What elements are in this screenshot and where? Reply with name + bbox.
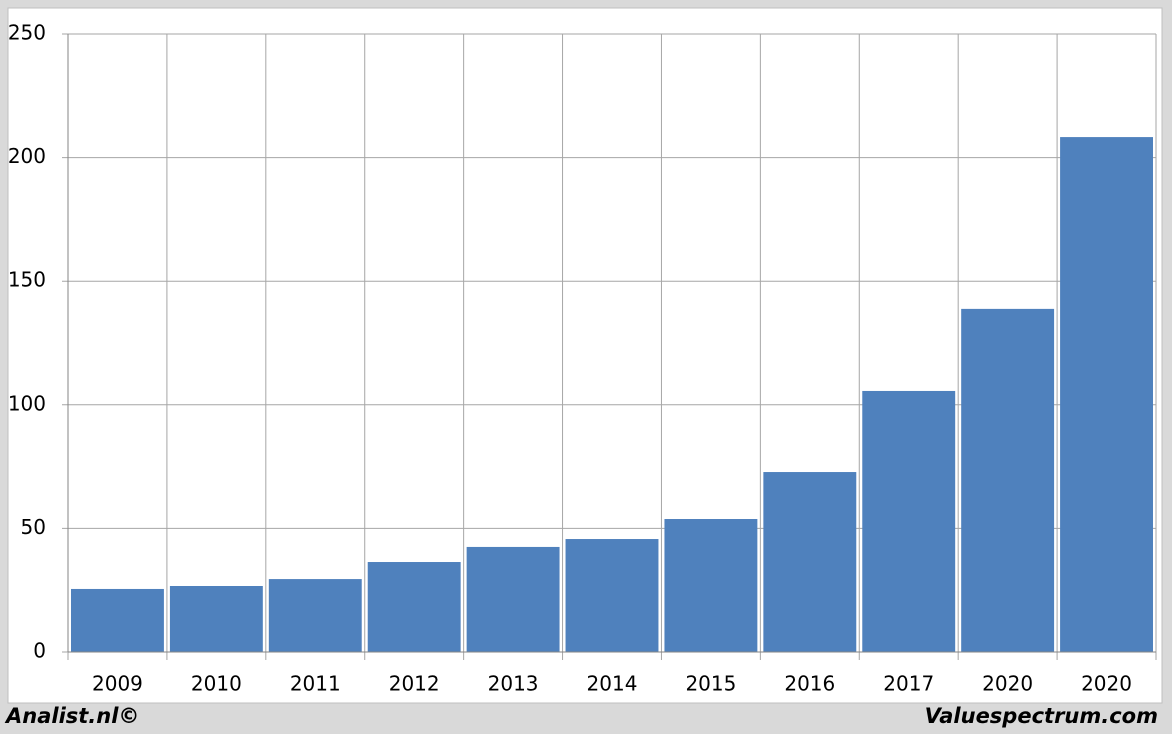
bar bbox=[664, 519, 758, 652]
x-tick-label: 2020 bbox=[1081, 672, 1132, 696]
y-tick-label: 150 bbox=[8, 268, 46, 292]
bar bbox=[961, 308, 1055, 652]
bar bbox=[169, 585, 263, 652]
x-tick-label: 2016 bbox=[784, 672, 835, 696]
y-tick-label: 50 bbox=[21, 515, 46, 539]
x-tick-label: 2020 bbox=[982, 672, 1033, 696]
bar bbox=[367, 562, 461, 652]
footer-left: Analist.nl© bbox=[4, 704, 139, 728]
x-tick-label: 2010 bbox=[191, 672, 242, 696]
bar bbox=[1060, 137, 1153, 652]
y-tick-label: 100 bbox=[8, 391, 46, 415]
y-tick-label: 250 bbox=[8, 21, 46, 45]
bar bbox=[71, 588, 164, 652]
bar bbox=[565, 539, 659, 652]
x-tick-label: 2011 bbox=[290, 672, 341, 696]
x-tick-label: 2014 bbox=[587, 672, 638, 696]
x-tick-label: 2015 bbox=[685, 672, 736, 696]
bar bbox=[268, 579, 362, 652]
x-tick-label: 2017 bbox=[883, 672, 934, 696]
bar bbox=[466, 546, 560, 652]
y-tick-label: 200 bbox=[8, 144, 46, 168]
x-tick-label: 2013 bbox=[488, 672, 539, 696]
bar bbox=[763, 472, 857, 652]
y-tick-label: 0 bbox=[33, 639, 46, 663]
bar bbox=[862, 390, 956, 652]
footer-right: Valuespectrum.com bbox=[925, 704, 1158, 728]
x-tick-label: 2009 bbox=[92, 672, 143, 696]
x-tick-label: 2012 bbox=[389, 672, 440, 696]
